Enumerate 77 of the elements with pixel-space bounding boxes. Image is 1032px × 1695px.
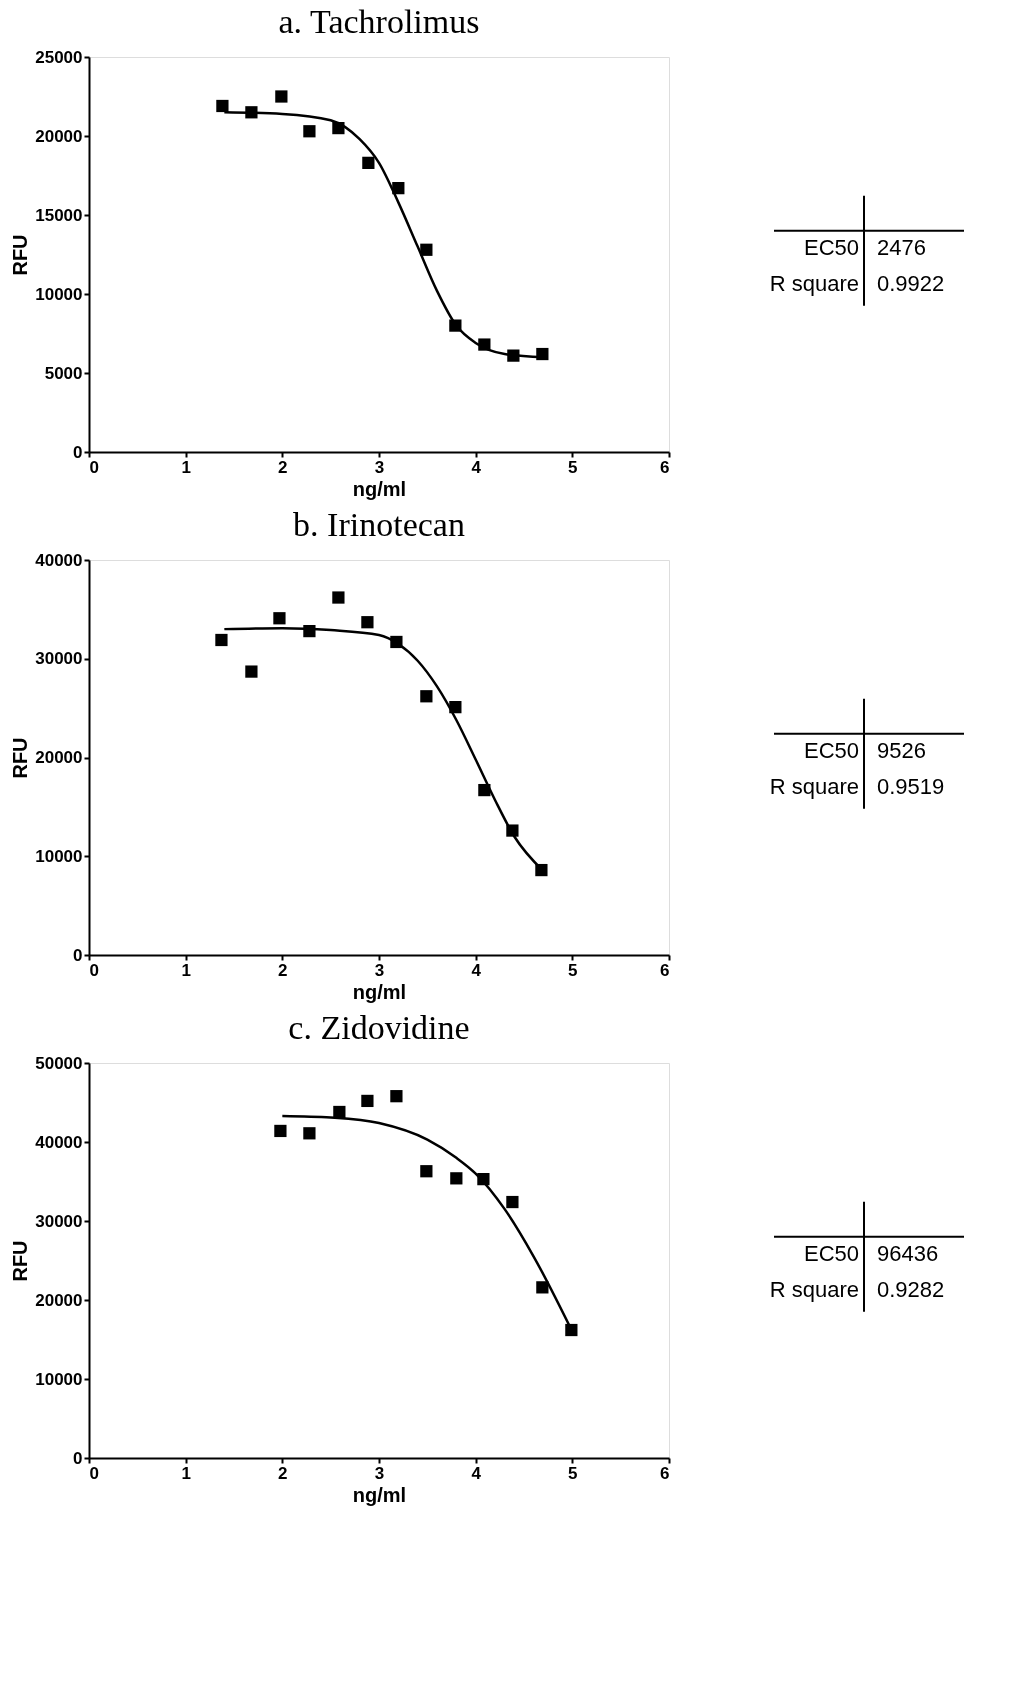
point [506,1195,519,1209]
x-tick-label: 6 [660,1463,670,1483]
y-tick-label: 30000 [35,649,83,669]
y-tick-label: 40000 [35,550,83,570]
x-tick-label: 6 [660,457,670,477]
text: 0.9519 [877,773,945,799]
point [390,1090,403,1103]
text: 0.9922 [877,270,945,296]
text: EC50 [803,234,859,260]
x-tick-label: 2 [278,1463,288,1483]
chart-title: c. Zidovidine [288,1009,470,1046]
y-tick-label: 5000 [44,363,83,383]
x-tick-label: 5 [568,457,578,477]
point [420,1165,433,1178]
point [303,1127,316,1140]
y-tick-label: 10000 [35,846,83,866]
point [245,665,258,678]
text: R square [769,270,859,296]
y-axis-title: RFU [9,737,32,779]
x-tick-label: 3 [374,960,385,980]
point [332,591,345,604]
x-tick-label: 4 [471,960,482,980]
x-tick-label: 1 [181,960,191,980]
x-axis-title: ng/ml [352,477,407,500]
x-axis-title: ng/ml [352,980,407,1003]
y-tick-label: 20000 [35,1290,83,1310]
y-tick-label: 0 [73,442,83,462]
point [361,1094,374,1108]
point [273,612,286,625]
x-tick-label: 0 [89,960,99,980]
chart-title: a. Tachrolimus [278,3,480,40]
point [275,90,288,103]
x-tick-label: 1 [181,457,191,477]
x-tick-label: 3 [374,457,385,477]
x-tick-label: 5 [568,960,578,980]
point [362,156,375,169]
text: EC50 [803,1240,859,1266]
point [216,99,229,113]
y-tick-label: 15000 [35,205,83,225]
y-tick-label: 20000 [35,126,83,146]
x-tick-label: 0 [89,457,99,477]
x-axis-title: ng/ml [352,1483,407,1506]
text: 0.9282 [877,1276,945,1302]
text: 9526 [877,737,926,763]
x-tick-label: 5 [568,1463,578,1483]
y-tick-label: 0 [73,1448,83,1468]
y-axis-title: RFU [9,234,32,276]
y-tick-label: 10000 [35,284,83,304]
x-tick-label: 0 [89,1463,99,1483]
point [361,616,374,629]
point [450,1172,463,1185]
text: R square [769,773,859,799]
chart-title: b. Irinotecan [293,506,465,543]
text: EC50 [803,737,859,763]
y-tick-label: 25000 [35,47,83,67]
x-tick-label: 6 [660,960,670,980]
point [274,1124,287,1138]
point [215,633,228,647]
y-tick-label: 30000 [35,1211,83,1231]
y-axis-title: RFU [9,1240,32,1282]
x-tick-label: 4 [471,457,482,477]
text: R square [769,1276,859,1302]
y-tick-label: 20000 [35,748,83,767]
x-tick-label: 2 [278,960,288,980]
x-tick-label: 3 [374,1463,385,1483]
point [303,125,316,138]
y-tick-label: 10000 [35,1369,83,1389]
y-tick-label: 40000 [35,1132,83,1152]
point [536,1281,549,1294]
x-tick-label: 2 [278,457,288,477]
x-tick-label: 1 [181,1463,191,1483]
text: 96436 [877,1240,939,1266]
y-tick-label: 0 [73,945,83,965]
point [420,690,433,703]
text: 2476 [877,234,926,260]
x-tick-label: 4 [471,1463,482,1483]
y-tick-label: 50000 [35,1053,83,1073]
